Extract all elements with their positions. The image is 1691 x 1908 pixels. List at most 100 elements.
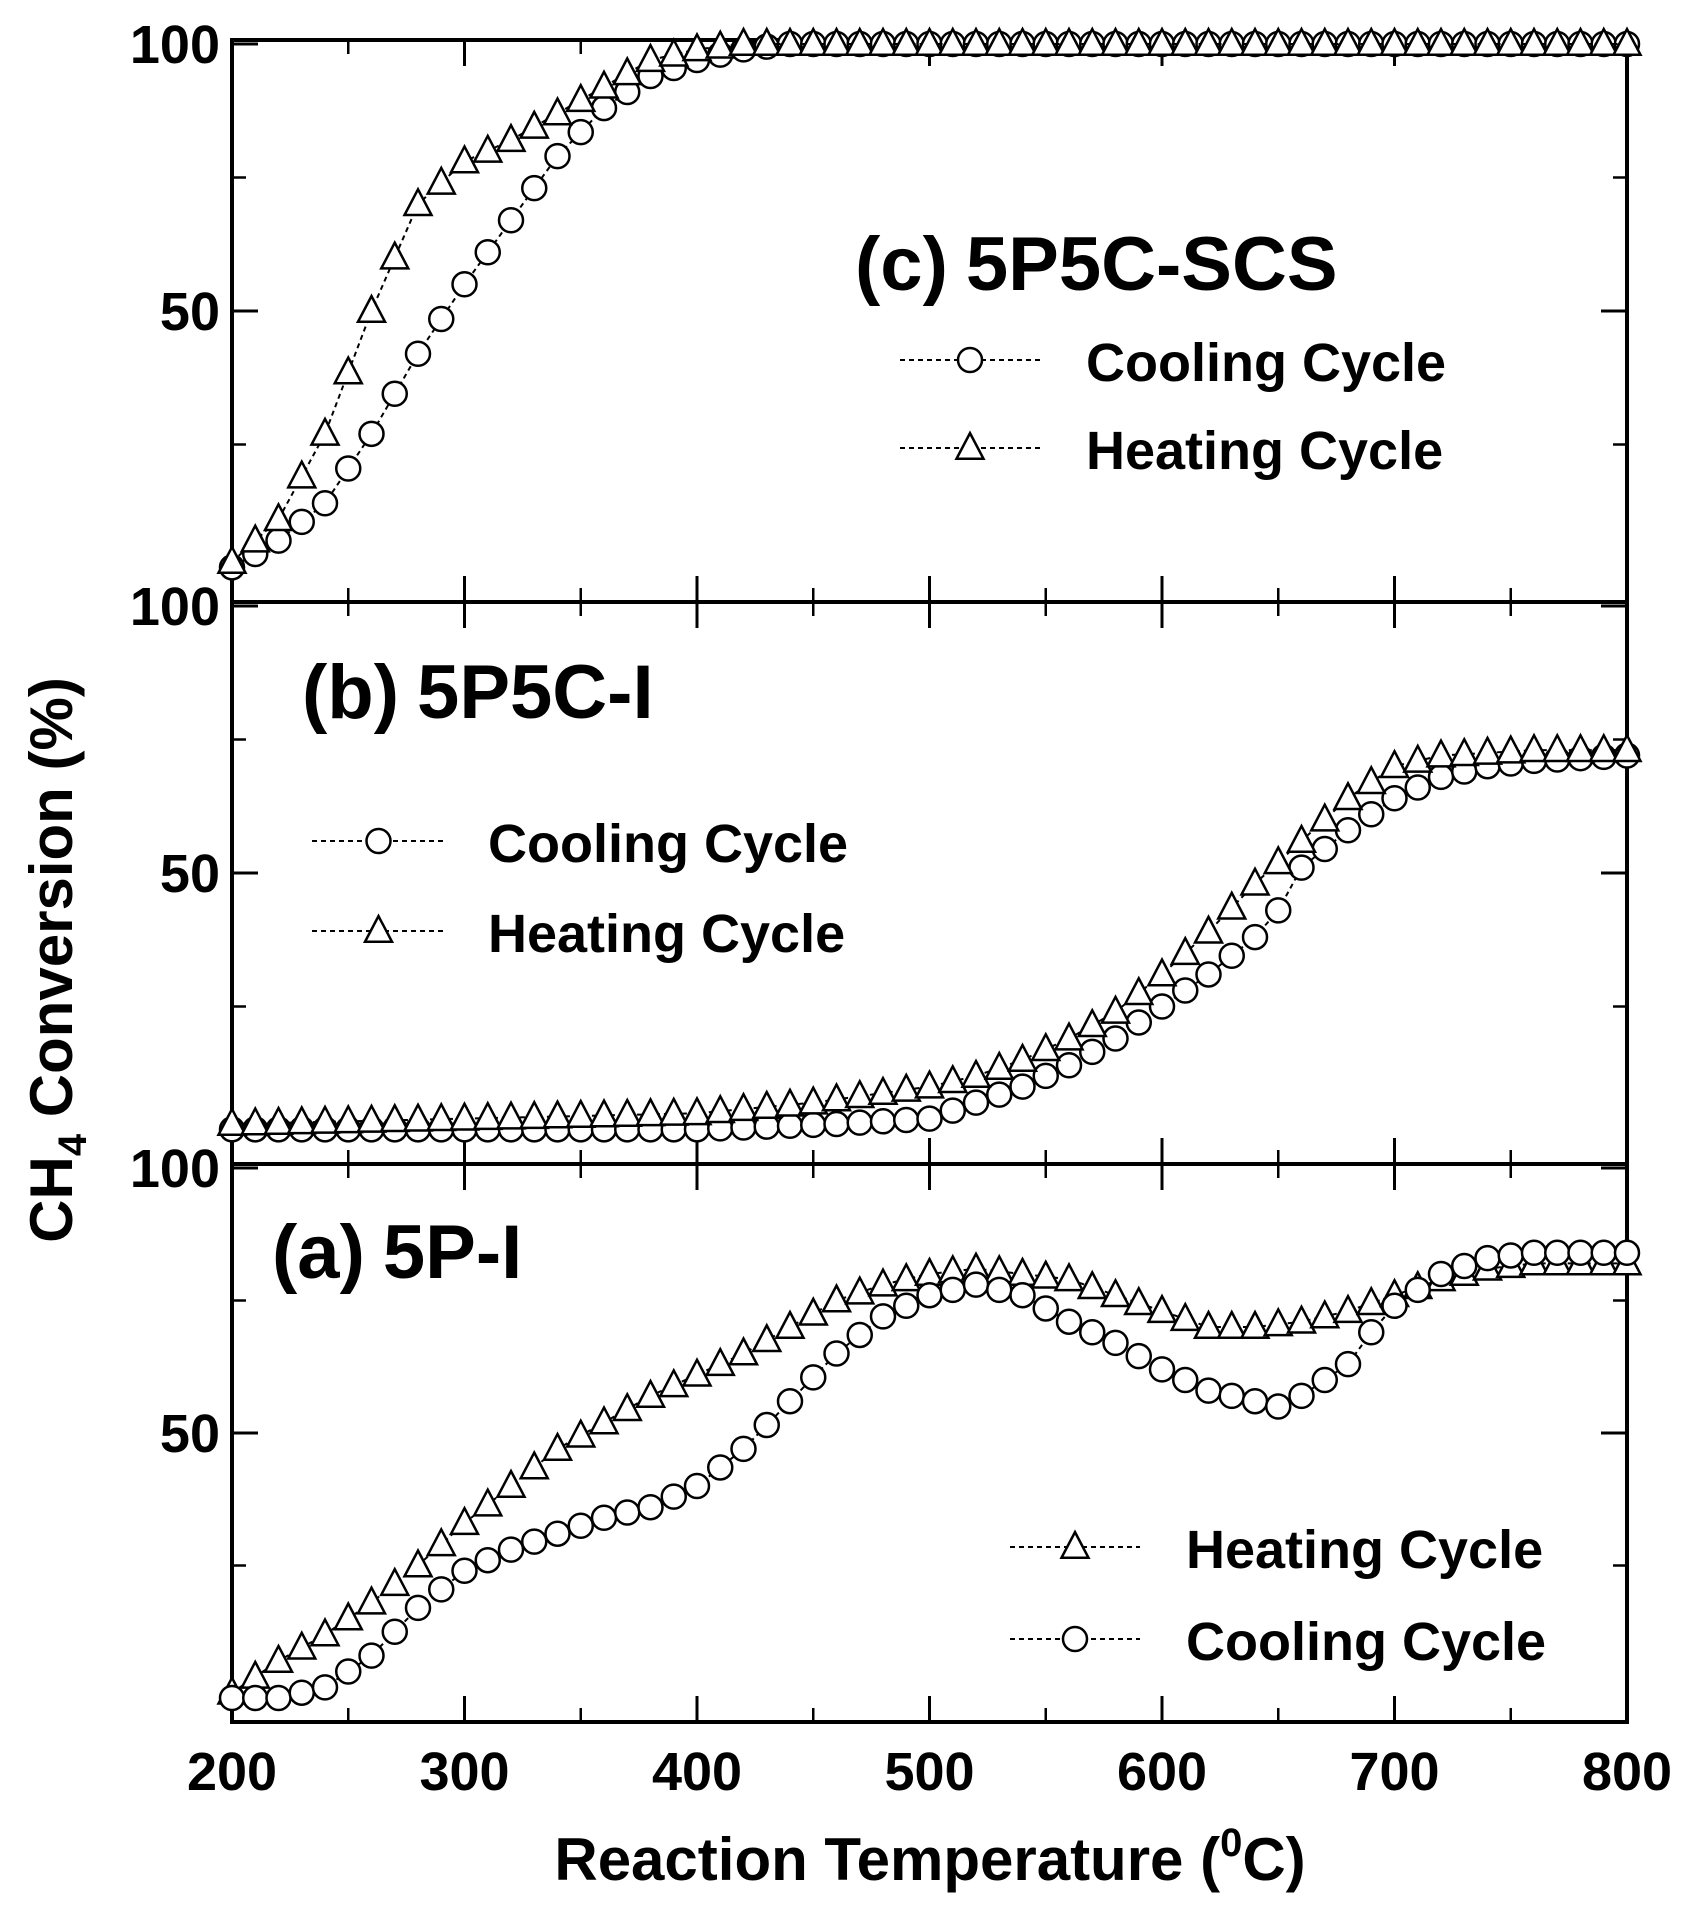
- panel-a-cooling-cycle-point: [637, 1493, 664, 1521]
- panel-b-series: [216, 732, 1643, 1143]
- panel-b-heating-cycle-point: [774, 1087, 806, 1117]
- panel-c-heating-cycle-point: [681, 31, 713, 62]
- panel-b-cooling-cycle-point: [1218, 942, 1245, 970]
- panel-c-heating-cycle-point: [1309, 26, 1341, 57]
- x-tick-label: 400: [652, 1742, 742, 1802]
- x-tick-label: 800: [1582, 1742, 1672, 1802]
- panel-c-heating-cycle-point: [774, 26, 806, 57]
- legend-a-label-heating: Heating Cycle: [1186, 1520, 1543, 1580]
- panel-a-cooling-cycle-point: [823, 1340, 850, 1367]
- panel-b-heating-cycle-point: [1448, 736, 1480, 767]
- panel-a-heating-cycle-point: [1099, 1277, 1132, 1308]
- panel-b-heating-cycle-point: [704, 1093, 736, 1124]
- panel-c-heating-cycle-point: [309, 416, 341, 446]
- panel-a-heating-cycle-point: [1355, 1285, 1387, 1316]
- panel-a-cooling-cycle-point: [800, 1364, 827, 1391]
- panel-a-cooling-cycle-point: [1288, 1382, 1315, 1410]
- panel-c-cooling-cycle-point: [544, 142, 571, 170]
- panel-a-heating-cycle-point: [867, 1267, 899, 1297]
- panel-b-heating-cycle-point: [1402, 743, 1434, 773]
- panel-c-heating-cycle-point: [1192, 26, 1225, 57]
- panel-b-cooling-cycle-point: [1009, 1073, 1036, 1100]
- panel-b-heating-cycle-point: [681, 1095, 713, 1126]
- panel-b-heating-cycle-point: [1053, 1020, 1085, 1051]
- panel-c-heating-cycle-point: [1402, 26, 1434, 57]
- panel-c-heating-cycle-point: [1216, 26, 1248, 57]
- panel-c-series-heating-cycle: [216, 26, 1643, 575]
- legend-b-marker: [362, 913, 395, 944]
- panel-c-heating-cycle-point: [658, 37, 690, 67]
- legend-a-marker: [1059, 1529, 1091, 1560]
- panel-c-y-tick-label: 100: [130, 15, 220, 75]
- panel-a-y-tick-label: 50: [160, 1404, 220, 1464]
- panel-a-series-heating-cycle: [216, 1245, 1643, 1705]
- legend-a-entry-heating: [1010, 1529, 1140, 1560]
- panel-b-ticks: 50 100: [130, 577, 1627, 1164]
- panel-c-heating-cycle-point: [1471, 26, 1504, 57]
- panel-a-cooling-cycle-point: [730, 1435, 757, 1463]
- legend-a-entry-cooling: [1010, 1625, 1140, 1653]
- panel-b-heating-cycle-point: [448, 1101, 481, 1131]
- panel-c-heating-cycle-point: [1076, 26, 1108, 57]
- panel-b: 50 100 (b) 5P5C-I Cooling Cycle Heating Cy…: [130, 577, 1643, 1166]
- panel-c-heating-cycle-point: [1169, 26, 1201, 57]
- panel-b-cooling-cycle-point: [1055, 1051, 1083, 1079]
- panel-b-cooling-cycle-point: [1125, 1009, 1152, 1036]
- panel-a-heating-cycle-point: [774, 1309, 806, 1340]
- panel-b-cooling-cycle-point: [1381, 784, 1408, 812]
- panel-a-title-name: 5P-I: [383, 1210, 522, 1295]
- panel-b-heating-cycle-point: [1588, 732, 1620, 763]
- panel-a-heating-cycle-point: [658, 1367, 690, 1398]
- panel-a-heating-cycle-point: [1053, 1261, 1085, 1292]
- panel-c-heating-cycle-point: [425, 165, 457, 195]
- panel-b-cooling-cycle-point: [1079, 1038, 1106, 1066]
- panel-b-cooling-cycle-point: [846, 1109, 873, 1136]
- panel-b-cooling-cycle-point: [939, 1097, 966, 1124]
- panel-a-cooling-cycle-point: [1195, 1377, 1222, 1404]
- legend-b-label-heating: Heating Cycle: [488, 904, 845, 964]
- panel-b-heating-cycle-point: [634, 1096, 667, 1127]
- panel-a-cooling-cycle-point: [1520, 1239, 1548, 1267]
- panel-c-heating-cycle-point: [1541, 26, 1573, 57]
- panel-b-heating-cycle-point: [425, 1101, 457, 1132]
- y-axis-title-subscript: 4: [51, 1133, 95, 1156]
- legend-b-entry-heating: [312, 913, 445, 944]
- panel-c-heating-cycle-point: [1285, 26, 1318, 57]
- panel-b-heating-cycle-point: [216, 1106, 248, 1137]
- panel-a-heating-cycle-point: [797, 1296, 829, 1326]
- panel-a-heating-cycle-point: [634, 1378, 667, 1408]
- panel-c-heating-cycle-point: [1355, 26, 1387, 57]
- x-axis-title: Reaction Temperature (0C): [554, 1821, 1305, 1893]
- panel-b-cooling-cycle-point: [823, 1110, 850, 1138]
- x-tick-label: 300: [419, 1742, 509, 1802]
- x-axis-title-superscript: 0: [1220, 1821, 1242, 1865]
- panel-b-heating-cycle-point: [1216, 890, 1248, 920]
- panel-c-heating-cycle-point: [286, 458, 318, 489]
- panel-b-heating-cycle-point: [727, 1091, 760, 1122]
- panel-b-cooling-cycle-point: [1288, 854, 1315, 881]
- panel-b-heating-cycle-point: [286, 1104, 318, 1135]
- panel-a-cooling-cycle-point: [1148, 1356, 1176, 1383]
- panel-a-heating-cycle-point: [472, 1486, 504, 1517]
- panel-a-series-cooling-cycle: [218, 1239, 1641, 1712]
- panel-c-heating-cycle-point: [634, 42, 667, 73]
- panel-a-cooling-cycle-point: [1381, 1292, 1408, 1320]
- panel-b-legend: Cooling Cycle Heating Cycle: [312, 814, 848, 964]
- panel-b-heating-cycle-point: [890, 1072, 922, 1102]
- y-axis-title-rest: Conversion (%): [18, 677, 85, 1134]
- panel-b-heating-cycle-point: [495, 1100, 527, 1130]
- panel-a-ticks: 50 100: [130, 1139, 1627, 1722]
- panel-a-legend: Heating Cycle Cooling Cycle: [1010, 1520, 1546, 1672]
- panel-c-heating-cycle-point: [983, 26, 1015, 57]
- panel-a-cooling-cycle-point: [1311, 1366, 1338, 1394]
- panel-c-cooling-cycle-point: [311, 489, 339, 517]
- panel-b-heating-cycle-point: [751, 1089, 783, 1119]
- legend-c-entry-heating: [900, 430, 1040, 461]
- panel-b-heating-cycle-point: [588, 1097, 620, 1128]
- panel-a-heating-cycle-point: [565, 1418, 597, 1448]
- panel-a-heating-cycle-point: [820, 1282, 853, 1313]
- panel-c-cooling-cycle-point: [265, 527, 292, 554]
- panel-a-heating-cycle-point: [448, 1505, 481, 1536]
- panel-b-heating-cycle-point: [611, 1097, 643, 1127]
- panel-a-cooling-cycle-point: [474, 1546, 501, 1574]
